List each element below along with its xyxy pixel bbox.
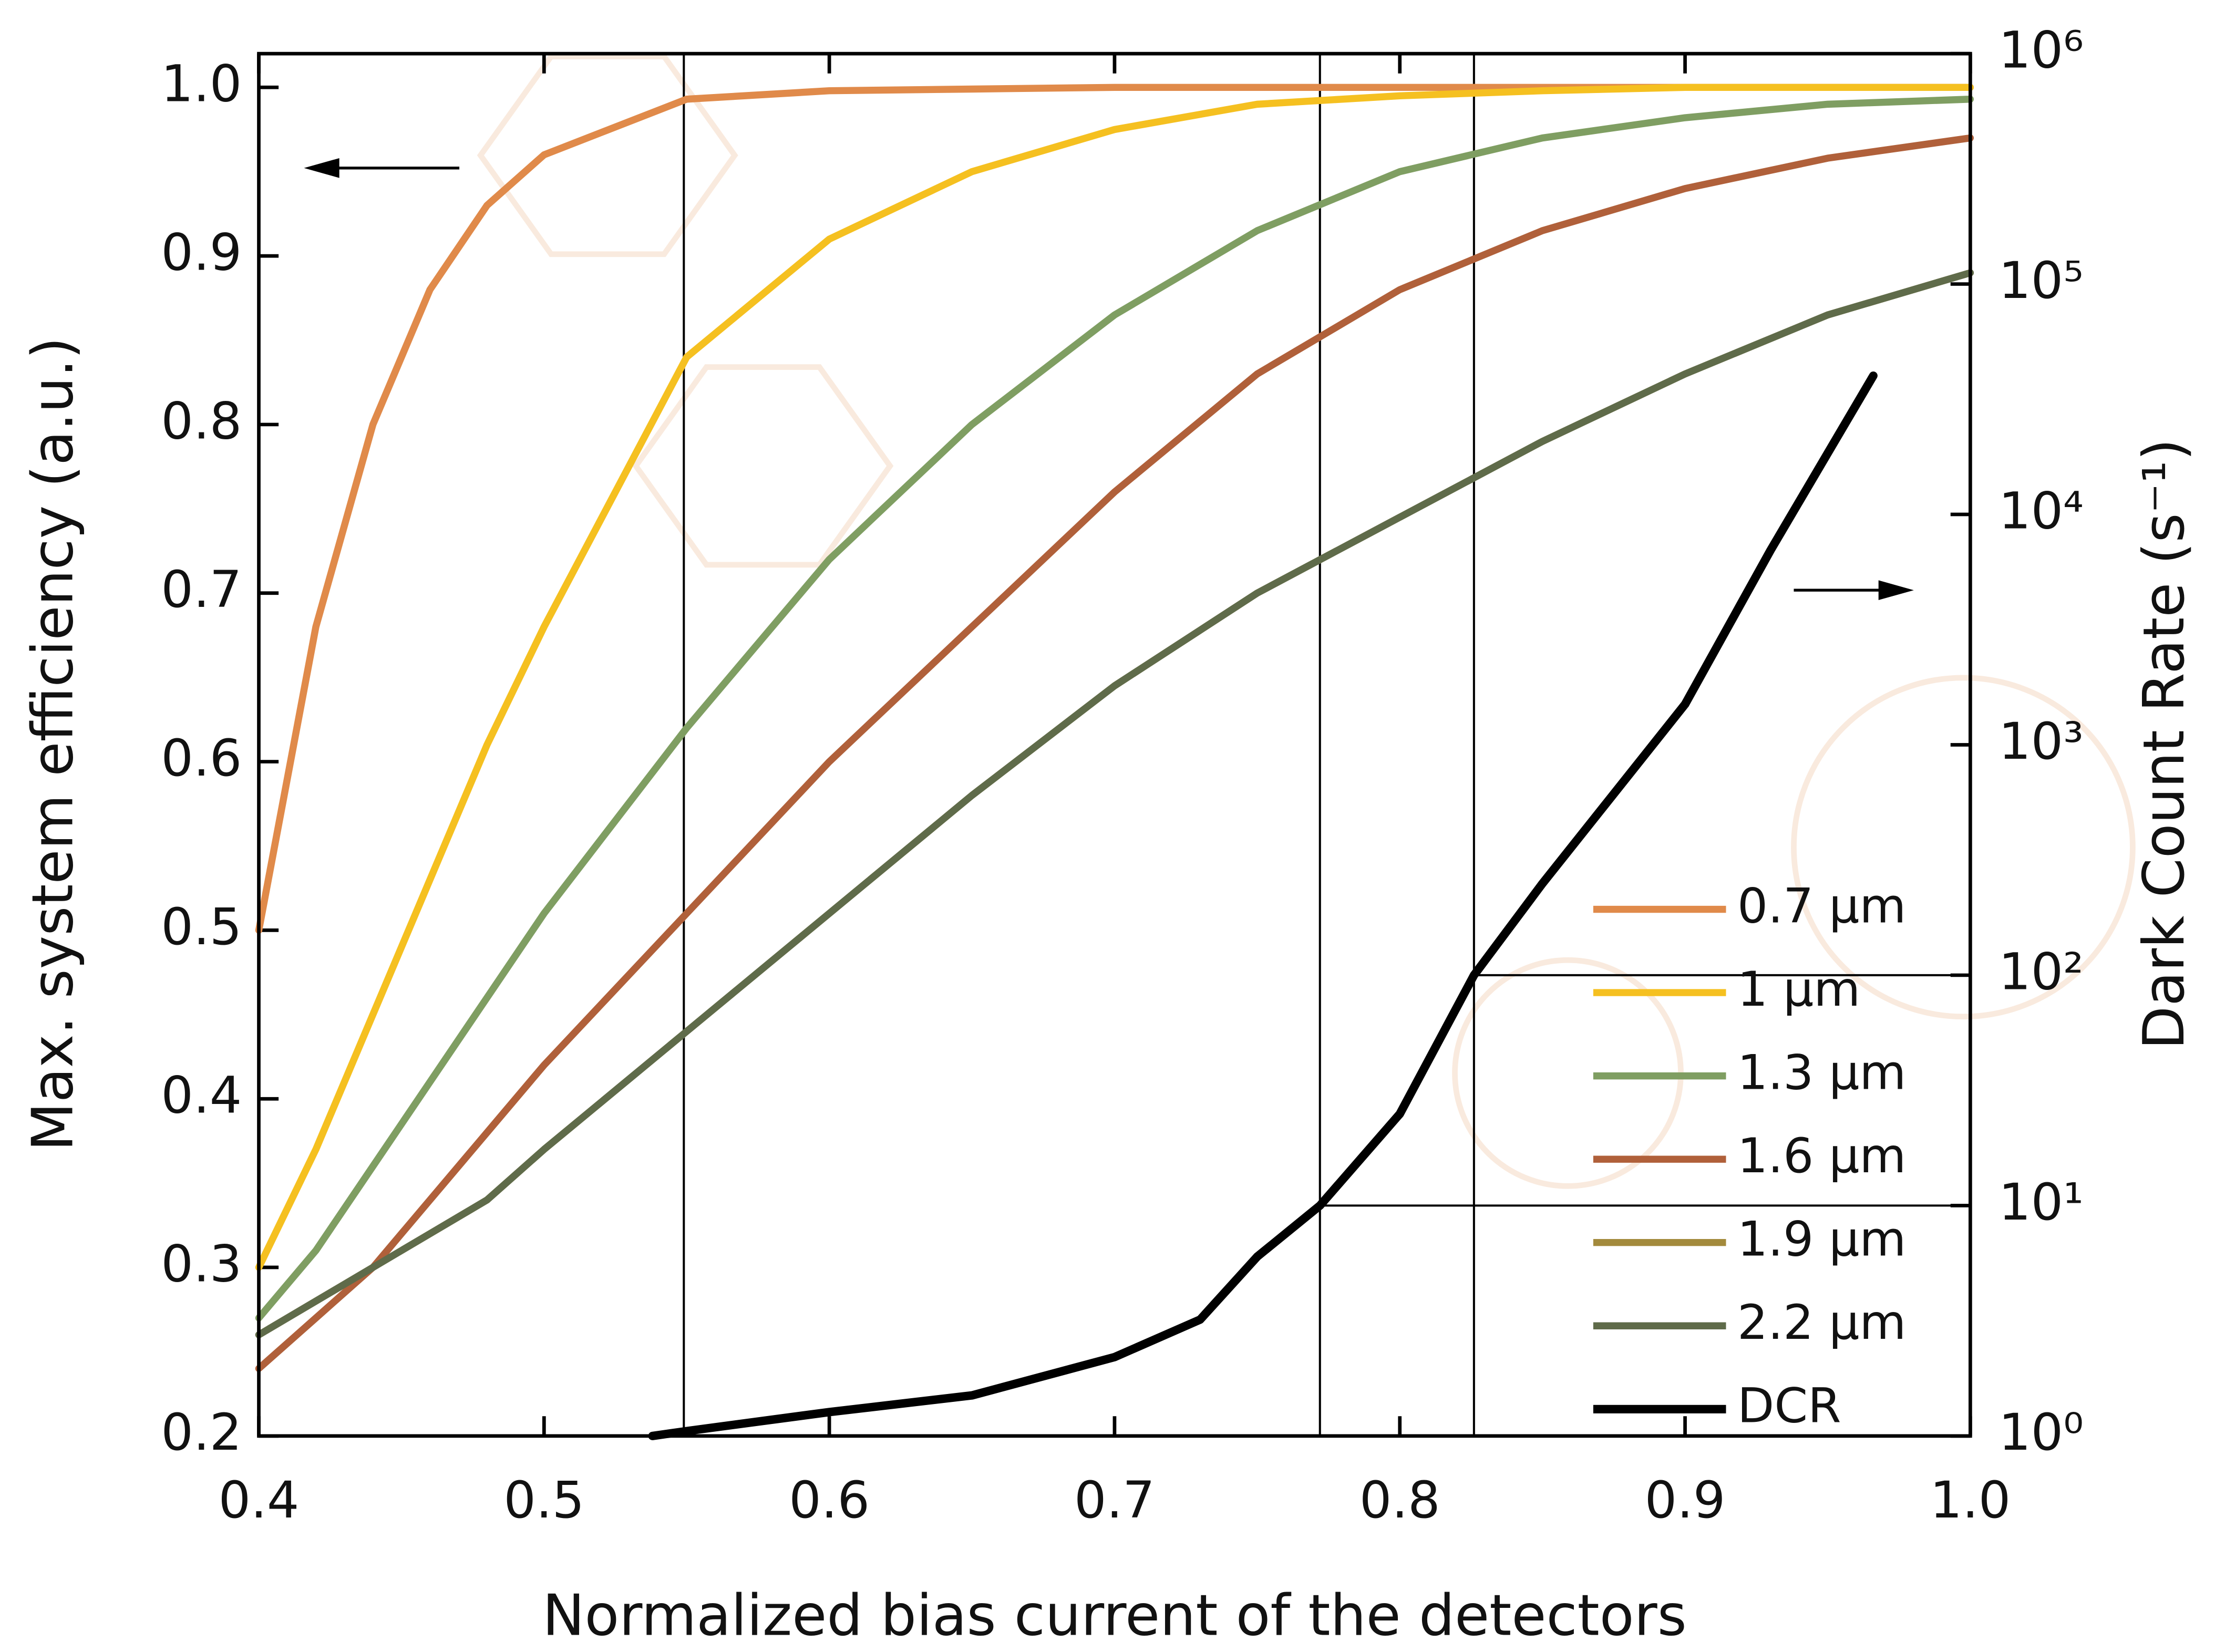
x-tick-label: 1.0 bbox=[1930, 1470, 2011, 1530]
y2-tick-label: 10⁵ bbox=[1998, 251, 2084, 310]
y-tick-label: 0.2 bbox=[161, 1402, 242, 1462]
right-axis-arrow-head bbox=[1878, 580, 1914, 601]
y-tick-label: 0.7 bbox=[161, 560, 242, 619]
legend-label: 1 µm bbox=[1737, 961, 1860, 1017]
x-axis-title: Normalized bias current of the detectors bbox=[542, 1583, 1687, 1648]
y2-tick-label: 10² bbox=[1998, 942, 2084, 1001]
series-line bbox=[255, 269, 1974, 1339]
series-line bbox=[255, 134, 1974, 1372]
y2-tick-label: 10⁴ bbox=[1998, 481, 2084, 540]
background-decoration bbox=[477, 54, 2136, 1189]
plot-frame bbox=[257, 51, 1972, 1438]
legend-label: 0.7 µm bbox=[1737, 877, 1906, 934]
y-tick-label: 0.5 bbox=[161, 897, 242, 956]
y-axis-title: Max. system efficiency (a.u.) bbox=[20, 337, 86, 1151]
y-tick-label: 0.8 bbox=[161, 391, 242, 450]
x-tick-label: 0.7 bbox=[1074, 1470, 1155, 1530]
series-line bbox=[255, 96, 1974, 1322]
y-tick-label: 0.6 bbox=[161, 728, 242, 788]
series-line bbox=[255, 84, 1974, 1271]
y-tick-label: 0.9 bbox=[161, 222, 242, 282]
legend-label: 2.2 µm bbox=[1737, 1294, 1906, 1350]
legend-label: 1.3 µm bbox=[1737, 1045, 1906, 1101]
legend-label: 1.6 µm bbox=[1737, 1128, 1906, 1184]
y-tick-label: 0.4 bbox=[161, 1066, 242, 1125]
y-tick-label: 0.3 bbox=[161, 1234, 242, 1293]
left-axis-arrow-head bbox=[304, 158, 339, 178]
x-tick-label: 0.5 bbox=[503, 1470, 584, 1530]
y2-tick-label: 10¹ bbox=[1998, 1172, 2084, 1232]
x-tick-label: 0.9 bbox=[1645, 1470, 1726, 1530]
x-tick-label: 0.6 bbox=[789, 1470, 870, 1530]
y-tick-label: 1.0 bbox=[161, 54, 242, 113]
y2-tick-label: 10³ bbox=[1998, 711, 2084, 771]
y2-tick-label: 10⁰ bbox=[1998, 1402, 2084, 1462]
y2-axis-title: Dark Count Rate (s⁻¹) bbox=[2131, 439, 2197, 1050]
legend-label: 1.9 µm bbox=[1737, 1211, 1906, 1267]
y2-tick-label: 10⁶ bbox=[1998, 20, 2084, 79]
legend-label: DCR bbox=[1737, 1378, 1841, 1434]
series-line bbox=[648, 371, 1878, 1440]
x-tick-label: 0.4 bbox=[219, 1470, 300, 1530]
x-tick-label: 0.8 bbox=[1359, 1470, 1440, 1530]
